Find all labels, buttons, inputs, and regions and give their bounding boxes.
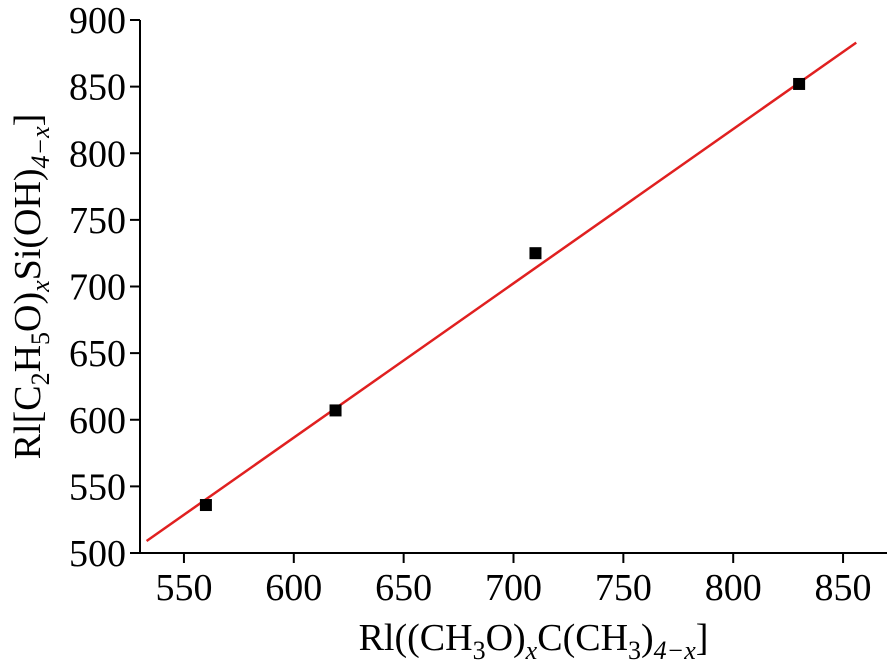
fit-line <box>145 41 857 543</box>
x-tick-label: 700 <box>485 567 542 609</box>
data-point <box>329 404 342 417</box>
axis-title-part: 3 <box>628 636 641 665</box>
y-tick-label: 800 <box>69 133 126 175</box>
data-point <box>793 77 806 90</box>
axis-title-part: Rl((CH <box>359 617 473 659</box>
x-tick-label: 800 <box>705 567 762 609</box>
data-point <box>529 247 542 260</box>
y-tick-label: 700 <box>69 267 126 309</box>
x-tick-label: 550 <box>155 567 212 609</box>
axis-title-part: ] <box>7 114 49 127</box>
axis-title-part: ] <box>696 617 709 659</box>
ticks: 550 600 650 700 750 800 850 500 550 600 650 700 750 8… <box>69 0 872 609</box>
y-tick-label: 900 <box>69 0 126 42</box>
y-tick-label: 600 <box>69 400 126 442</box>
y-tick-label: 850 <box>69 67 126 109</box>
fit-line-group <box>145 41 857 543</box>
y-tick-label: 650 <box>69 333 126 375</box>
data-points <box>199 77 806 512</box>
axis-title-part: 3 <box>473 636 486 665</box>
x-tick-label: 850 <box>815 567 872 609</box>
y-tick-label: 500 <box>69 533 126 575</box>
y-axis-title: Rl[C2​H5​O)x​Si(OH)4−x​] <box>7 114 55 460</box>
axis-title-part: ) <box>641 617 654 659</box>
x-tick-label: 650 <box>375 567 432 609</box>
axis-title-part: 2 <box>26 372 55 385</box>
axis-title-part: 5 <box>26 332 55 345</box>
axis-title-part: Rl[C <box>7 385 49 459</box>
x-tick-label: 600 <box>265 567 322 609</box>
x-tick-label: 750 <box>595 567 652 609</box>
axis-title-part: Si(OH) <box>7 168 49 280</box>
x-axis-title: Rl((CH3​O)x​C(CH3​)4−x​] <box>359 617 709 665</box>
axis-title-part: 4−x <box>26 126 55 169</box>
data-point <box>199 499 212 512</box>
axis-title-part: x <box>26 280 55 293</box>
y-tick-label: 550 <box>69 466 126 508</box>
axis-title-part: 4−x <box>654 636 697 665</box>
y-tick-label: 750 <box>69 200 126 242</box>
axis-title-part: O) <box>7 292 49 332</box>
axis-title-part: H <box>7 345 49 372</box>
axis-title-part: O) <box>486 617 526 659</box>
axis-title-part: x <box>525 636 538 665</box>
axis-title-part: C(CH <box>537 617 628 659</box>
